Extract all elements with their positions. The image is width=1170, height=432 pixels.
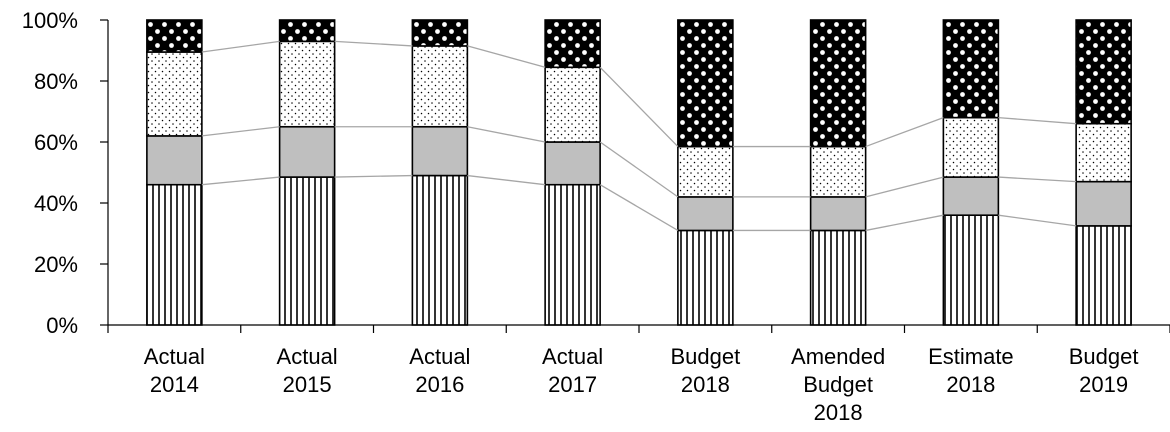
bar-segment-black-with-white-dots xyxy=(1075,19,1132,125)
x-category-label: Actual 2015 xyxy=(277,344,338,397)
bar-segment-gray-solid xyxy=(677,196,734,232)
stacked-bar xyxy=(278,19,336,326)
series-line-segment xyxy=(201,40,280,53)
bar-segment-fine-dots xyxy=(1075,122,1132,183)
y-tick-label: 100% xyxy=(22,8,78,33)
bar-segment-vertical-lines xyxy=(1075,225,1132,326)
bar-segment-vertical-lines xyxy=(677,229,734,326)
bar-segment-black-with-white-dots xyxy=(411,19,469,47)
series-line-segment xyxy=(599,141,679,198)
series-line-segment xyxy=(865,116,944,148)
bar-segment-fine-dots xyxy=(278,40,336,128)
series-line-segment xyxy=(998,116,1077,125)
bar-segment-black-with-white-dots xyxy=(278,19,336,43)
x-axis-category-labels: Actual 2014 Actual 2015 Actual 2016 Actual 2017… xyxy=(144,344,1139,425)
stacked-bar xyxy=(809,19,867,326)
series-line-segment xyxy=(998,214,1077,227)
bar-segment-black-with-white-dots xyxy=(942,19,1000,119)
bar-segment-fine-dots xyxy=(809,145,867,198)
bar-segment-vertical-lines xyxy=(544,183,601,326)
stacked-bar xyxy=(146,19,203,326)
series-line-segment xyxy=(599,66,679,148)
x-category-label: Actual 2014 xyxy=(144,344,205,397)
x-category-label: Budget 2018 xyxy=(671,344,741,397)
bar-segment-black-with-white-dots xyxy=(146,19,203,53)
bar-segment-gray-solid xyxy=(1075,180,1132,227)
bar-segment-vertical-lines xyxy=(809,229,867,326)
series-line-segment xyxy=(998,176,1077,183)
bar-segment-vertical-lines xyxy=(146,183,203,326)
series-line-segment xyxy=(467,174,546,186)
bars xyxy=(146,19,1132,326)
bar-segment-fine-dots xyxy=(544,66,601,143)
bar-segment-fine-dots xyxy=(677,145,734,198)
stacked-bar xyxy=(677,19,734,326)
y-axis-tick-labels: 0% 20% 40% 60% 80% 100% xyxy=(22,8,78,338)
bar-segment-vertical-lines xyxy=(942,214,1000,326)
bar-segment-black-with-white-dots xyxy=(677,19,734,148)
series-line-segment xyxy=(865,214,944,232)
series-connector-lines xyxy=(201,40,1077,232)
y-tick-label: 80% xyxy=(34,69,78,94)
stacked-bar xyxy=(942,19,1000,326)
bar-segment-fine-dots xyxy=(942,116,1000,178)
series-line-segment xyxy=(865,176,944,198)
y-tick-label: 20% xyxy=(34,252,78,277)
bar-segment-gray-solid xyxy=(146,135,203,186)
bar-segment-gray-solid xyxy=(278,125,336,178)
series-line-segment xyxy=(334,174,413,178)
bar-segment-black-with-white-dots xyxy=(809,19,867,148)
y-tick-label: 60% xyxy=(34,130,78,155)
bar-segment-fine-dots xyxy=(411,45,469,128)
series-line-segment xyxy=(201,176,280,186)
stacked-bar xyxy=(544,19,601,326)
series-line-segment xyxy=(599,184,679,232)
x-category-label: Actual 2017 xyxy=(542,344,603,397)
bar-segment-gray-solid xyxy=(809,196,867,232)
bar-segment-vertical-lines xyxy=(411,174,469,326)
bar-segment-gray-solid xyxy=(544,141,601,186)
stacked-bar xyxy=(411,19,469,326)
y-tick-label: 40% xyxy=(34,191,78,216)
x-category-label: Actual 2016 xyxy=(409,344,470,397)
series-line-segment xyxy=(467,126,546,143)
series-line-segment xyxy=(334,40,413,47)
x-category-label: Budget 2019 xyxy=(1069,344,1139,397)
x-category-label: Amended Budget 2018 xyxy=(791,344,885,425)
bar-segment-gray-solid xyxy=(411,125,469,177)
bar-segment-vertical-lines xyxy=(278,176,336,326)
bar-segment-black-with-white-dots xyxy=(544,19,601,69)
x-category-label: Estimate 2018 xyxy=(928,344,1014,397)
y-tick-label: 0% xyxy=(46,313,78,338)
bar-segment-gray-solid xyxy=(942,176,1000,216)
bar-segment-fine-dots xyxy=(146,51,203,137)
stacked-bar xyxy=(1075,19,1132,326)
series-line-segment xyxy=(201,126,280,137)
axes xyxy=(100,19,1170,333)
series-line-segment xyxy=(467,45,546,68)
